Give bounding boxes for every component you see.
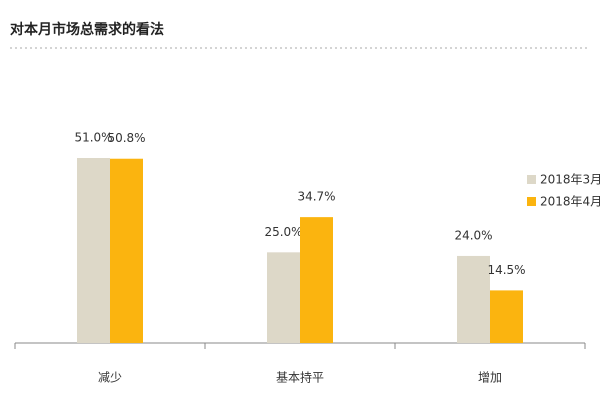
value-label: 51.0% <box>74 131 112 145</box>
legend-swatch <box>527 175 536 184</box>
x-tick-label: 减少 <box>98 371 122 385</box>
bar <box>110 158 143 343</box>
bar <box>300 217 333 343</box>
value-label: 24.0% <box>454 228 492 242</box>
x-tick-label: 基本持平 <box>276 370 324 385</box>
legend-label: 2018年4月 <box>540 195 600 209</box>
legend-label: 2018年3月 <box>540 173 600 187</box>
bar <box>267 252 300 343</box>
bar <box>457 255 490 343</box>
value-label: 14.5% <box>487 263 525 277</box>
value-label: 50.8% <box>107 131 145 145</box>
chart-title: 对本月市场总需求的看法 <box>10 21 164 38</box>
x-tick-label: 增加 <box>478 371 502 385</box>
bar <box>490 290 523 343</box>
value-label: 25.0% <box>264 225 302 239</box>
value-label: 34.7% <box>297 190 335 204</box>
legend-swatch <box>527 197 536 206</box>
bar <box>77 158 110 343</box>
